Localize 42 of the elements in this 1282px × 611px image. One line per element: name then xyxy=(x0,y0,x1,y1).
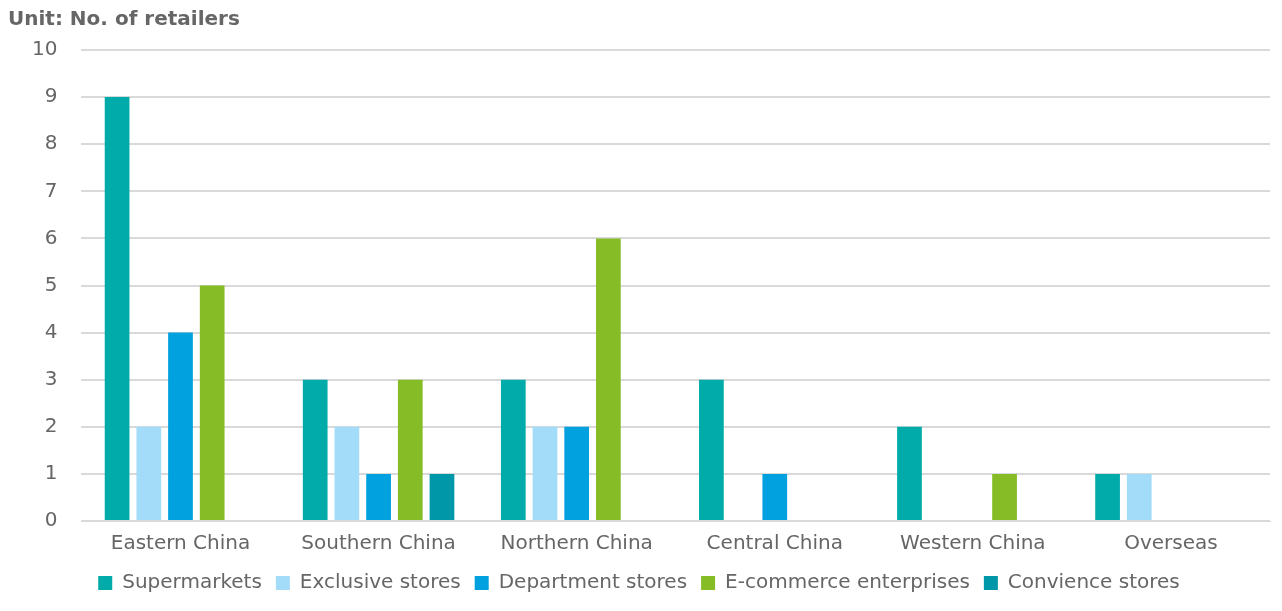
x-tick-label: Central China xyxy=(706,530,843,555)
bar xyxy=(500,379,526,520)
bar xyxy=(397,379,423,520)
bar xyxy=(104,97,130,520)
bar xyxy=(897,426,922,520)
bar xyxy=(762,473,788,520)
bar xyxy=(199,285,225,520)
bar xyxy=(699,379,724,520)
y-tick-label: 0 xyxy=(44,507,58,532)
y-tick-label: 6 xyxy=(44,224,58,249)
legend-label: E-commerce enterprises xyxy=(725,569,970,594)
bar xyxy=(1095,473,1120,520)
y-tick-label: 10 xyxy=(32,36,58,61)
bar xyxy=(564,426,590,520)
bar xyxy=(1126,473,1152,520)
legend-label: Department stores xyxy=(498,569,688,594)
bar xyxy=(429,473,455,520)
x-tick-label: Northern China xyxy=(500,530,653,555)
x-tick-label: Overseas xyxy=(1124,530,1218,555)
legend-label: Supermarkets xyxy=(122,569,262,594)
bar xyxy=(334,426,360,520)
bar xyxy=(992,473,1017,520)
y-tick-label: 4 xyxy=(44,318,58,343)
bar xyxy=(168,332,193,520)
bar xyxy=(596,238,621,520)
y-tick-label: 2 xyxy=(44,413,58,437)
y-tick-label: 5 xyxy=(44,271,58,296)
y-tick-label: 7 xyxy=(44,177,58,202)
bar xyxy=(136,426,162,520)
bar xyxy=(366,473,391,520)
x-tick-label: Eastern China xyxy=(110,530,251,555)
y-axis-title: Unit: No. of retailers xyxy=(8,6,240,31)
y-tick-label: 1 xyxy=(44,460,58,485)
y-tick-label: 3 xyxy=(44,365,58,390)
legend-label: Convience stores xyxy=(1007,569,1180,594)
x-tick-label: Western China xyxy=(900,530,1046,555)
bar xyxy=(532,426,558,520)
bar xyxy=(302,379,328,520)
legend-label: Exclusive stores xyxy=(299,569,461,594)
y-tick-label: 8 xyxy=(44,130,58,155)
x-tick-label: Southern China xyxy=(301,530,456,555)
y-tick-label: 9 xyxy=(44,83,58,108)
